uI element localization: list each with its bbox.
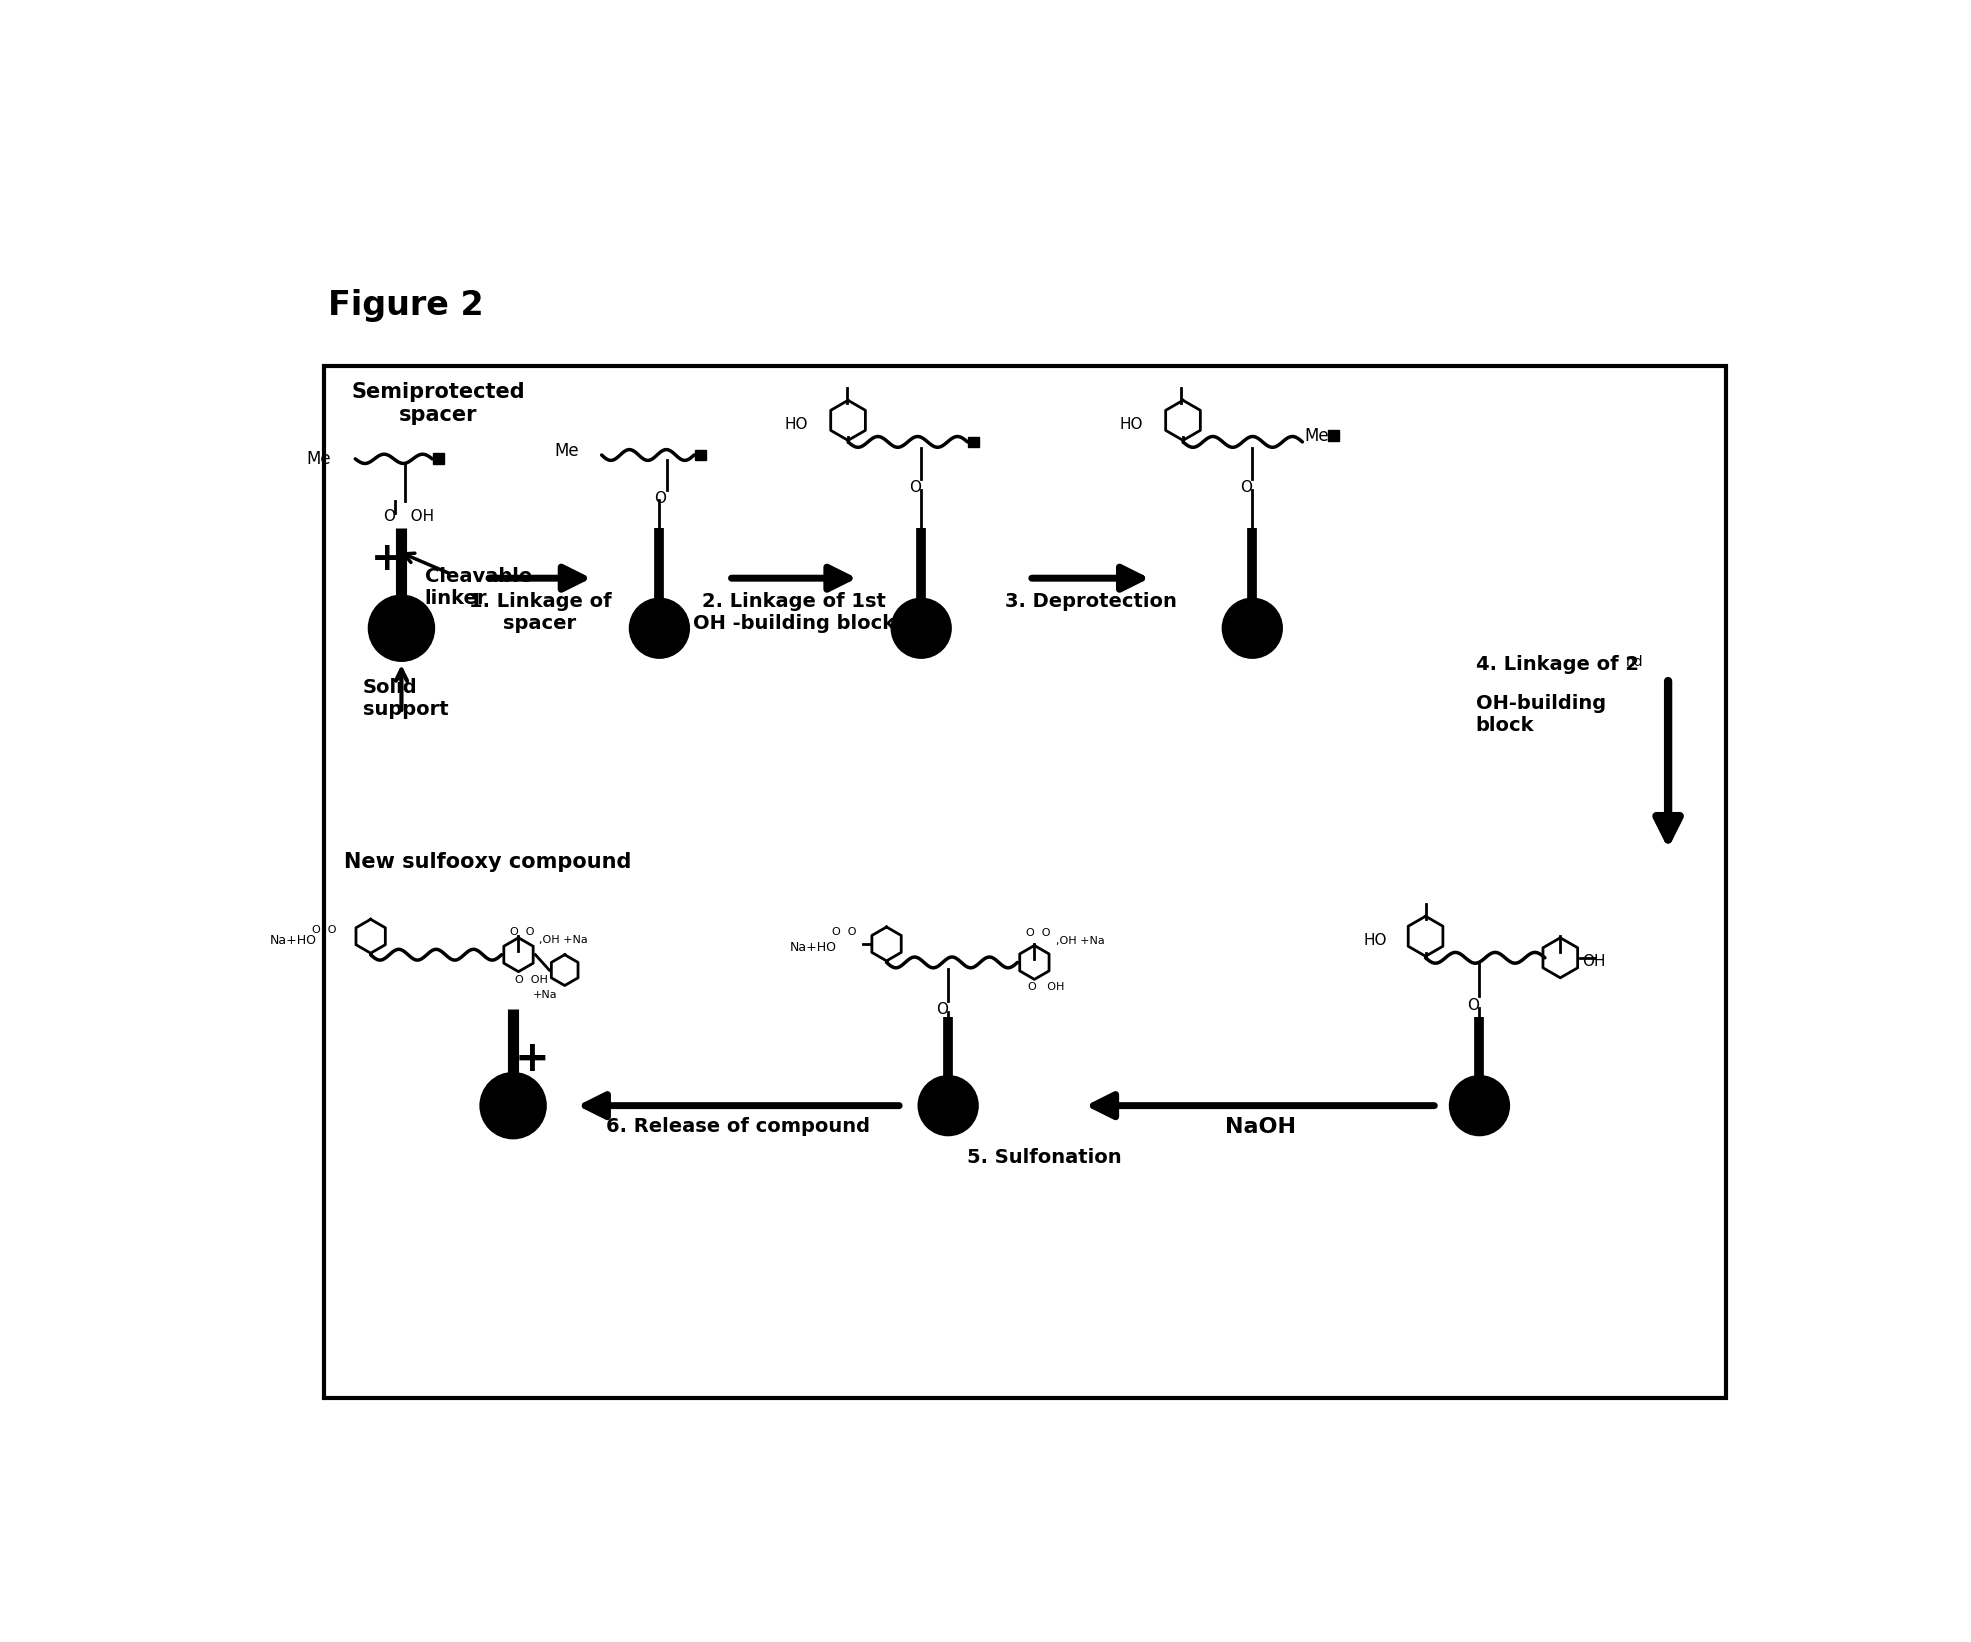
Text: 4. Linkage of 2: 4. Linkage of 2: [1476, 655, 1646, 675]
Text: HO: HO: [784, 417, 808, 432]
Text: O: O: [909, 481, 920, 496]
Text: O  OH: O OH: [514, 975, 548, 985]
Text: OH-building
block: OH-building block: [1476, 693, 1606, 734]
Text: HO: HO: [1120, 417, 1143, 432]
Text: Cleavable
linker: Cleavable linker: [424, 566, 532, 608]
Text: 5. Sulfonation: 5. Sulfonation: [968, 1148, 1121, 1167]
Text: Me: Me: [554, 442, 579, 460]
Text: Me: Me: [306, 450, 331, 468]
Text: +Na: +Na: [532, 990, 558, 1000]
Bar: [434, 453, 443, 465]
Circle shape: [1451, 1077, 1508, 1135]
Text: O   OH: O OH: [384, 509, 434, 524]
Text: O: O: [936, 1003, 948, 1018]
Text: Semiprotected
spacer: Semiprotected spacer: [351, 383, 524, 425]
Circle shape: [893, 599, 950, 657]
Text: Solid
support: Solid support: [363, 678, 449, 719]
Circle shape: [631, 599, 688, 657]
Text: +: +: [514, 1038, 550, 1080]
Bar: [968, 437, 980, 447]
Circle shape: [918, 1077, 978, 1135]
Text: O  O: O O: [832, 928, 857, 938]
Text: +: +: [371, 540, 404, 578]
Circle shape: [1224, 599, 1281, 657]
Text: Me: Me: [1305, 427, 1328, 445]
Text: nd: nd: [1626, 655, 1644, 670]
Text: O  O: O O: [311, 926, 337, 936]
Text: OH: OH: [1583, 954, 1604, 969]
Text: Na+HO: Na+HO: [790, 941, 836, 954]
Text: Na+HO: Na+HO: [270, 934, 317, 946]
Text: New sulfooxy compound: New sulfooxy compound: [343, 852, 631, 872]
Text: ,OH +Na: ,OH +Na: [538, 934, 587, 944]
Text: 3. Deprotection: 3. Deprotection: [1005, 593, 1177, 611]
Text: HO: HO: [1364, 933, 1388, 947]
Text: O  O: O O: [510, 928, 534, 938]
Text: 6. Release of compound: 6. Release of compound: [605, 1117, 869, 1136]
Text: 2. Linkage of 1st
OH -building block: 2. Linkage of 1st OH -building block: [694, 593, 895, 634]
Text: O: O: [654, 491, 666, 506]
Text: Figure 2: Figure 2: [329, 289, 485, 322]
Circle shape: [481, 1074, 546, 1138]
Text: NaOH: NaOH: [1224, 1117, 1295, 1138]
Text: ,OH +Na: ,OH +Na: [1056, 936, 1104, 946]
Text: O: O: [1240, 481, 1252, 496]
Bar: [696, 450, 706, 460]
Text: O   OH: O OH: [1029, 982, 1064, 992]
Bar: [325, 366, 1727, 1399]
Bar: [1328, 430, 1338, 442]
Circle shape: [369, 596, 434, 660]
Text: 1. Linkage of
spacer: 1. Linkage of spacer: [469, 593, 611, 634]
Text: O: O: [1466, 998, 1480, 1013]
Text: O  O: O O: [1027, 928, 1051, 938]
